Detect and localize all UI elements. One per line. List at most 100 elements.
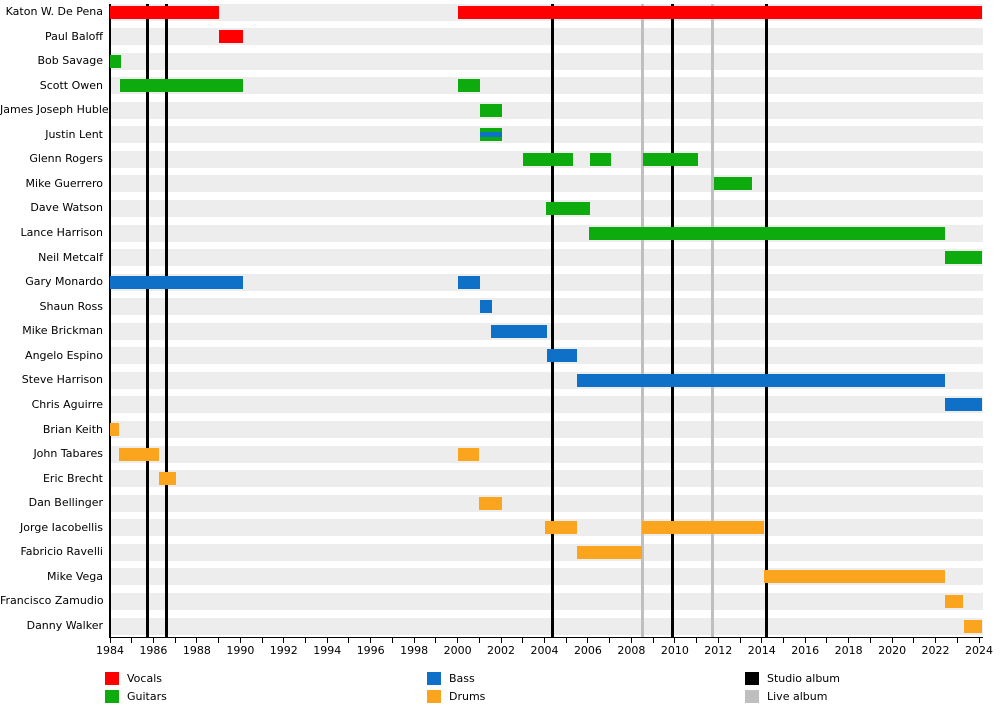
x-axis-tick	[218, 638, 220, 643]
x-axis-tick	[913, 638, 915, 643]
x-axis-tick	[826, 638, 828, 643]
member-label: Scott Owen	[39, 78, 103, 92]
member-label: Paul Baloff	[44, 29, 103, 43]
member-bar-bass	[110, 275, 243, 289]
x-axis-tick	[370, 638, 372, 643]
member-label: Shaun Ross	[39, 299, 103, 313]
member-label: Bob Savage	[37, 54, 103, 68]
member-label: Katon W. De Pena	[5, 5, 103, 18]
x-axis-tick	[609, 638, 611, 643]
legend-swatch-guitars	[105, 690, 119, 703]
x-axis-line	[109, 636, 983, 638]
x-axis-tick	[848, 638, 850, 643]
member-bar-drums	[118, 447, 159, 461]
x-axis-tick-label: 1988	[182, 644, 211, 657]
member-bar-guitars	[119, 79, 243, 93]
member-row-band	[110, 175, 983, 193]
legend-swatch-studio_album	[745, 672, 759, 685]
member-label: Neil Metcalf	[38, 250, 103, 264]
member-bar-bass	[491, 324, 547, 338]
x-axis-tick	[652, 638, 654, 643]
member-bar-guitars	[480, 103, 503, 117]
x-axis-tick	[869, 638, 871, 643]
member-bar-drums	[110, 423, 119, 437]
studio-album-line	[551, 3, 555, 637]
legend-label-live_album: Live album	[767, 690, 828, 703]
x-axis-tick	[109, 638, 111, 643]
x-axis-tick	[348, 638, 350, 643]
member-row-band	[110, 347, 983, 365]
x-axis-tick-label: 2014	[747, 644, 776, 657]
member-row-band	[110, 249, 983, 267]
x-axis-tick	[782, 638, 784, 643]
x-axis-tick	[565, 638, 567, 643]
studio-album-line	[765, 3, 769, 637]
x-axis-tick	[152, 638, 154, 643]
member-bar-guitars	[643, 152, 698, 166]
x-axis-tick	[935, 638, 937, 643]
x-axis-tick	[478, 638, 480, 643]
member-bar-drums	[763, 570, 946, 584]
x-axis-tick-label: 2020	[878, 644, 907, 657]
member-bar-drums	[457, 447, 480, 461]
member-label: Lance Harrison	[20, 226, 103, 240]
x-axis-tick	[283, 638, 285, 643]
x-axis-tick	[413, 638, 415, 643]
x-axis-tick	[239, 638, 241, 643]
x-axis-tick	[978, 638, 980, 643]
member-label: John Tabares	[33, 447, 103, 461]
member-bar-vocals	[110, 5, 219, 19]
x-axis-tick-label: 2016	[791, 644, 820, 657]
legend-label-drums: Drums	[449, 690, 486, 703]
x-axis-tick	[174, 638, 176, 643]
x-axis-tick	[587, 638, 589, 643]
member-row-band	[110, 494, 983, 512]
member-row-band	[110, 470, 983, 488]
member-bar-drums	[479, 496, 503, 510]
member-bar-bass	[546, 349, 578, 363]
member-bar-bass	[457, 275, 481, 289]
secondary-role-stripe-bass	[480, 132, 503, 138]
x-axis-tick	[761, 638, 763, 643]
x-axis-tick	[674, 638, 676, 643]
x-axis-tick-label: 2006	[573, 644, 602, 657]
member-label: Brian Keith	[42, 422, 103, 436]
x-axis-tick-label: 2000	[443, 644, 472, 657]
member-bar-vocals	[457, 5, 982, 19]
x-axis-tick-label: 1984	[96, 644, 124, 657]
x-axis-tick-label: 1994	[313, 644, 342, 657]
member-row-band	[110, 77, 983, 95]
member-label: Steve Harrison	[21, 373, 103, 387]
x-axis-tick	[196, 638, 198, 643]
member-bar-drums	[158, 472, 177, 486]
member-label: Glenn Rogers	[29, 152, 103, 166]
x-axis-tick	[739, 638, 741, 643]
member-bar-drums	[945, 594, 963, 608]
x-axis-tick-label: 1996	[356, 644, 385, 657]
member-label: Justin Lent	[45, 127, 103, 141]
member-row-band	[110, 617, 983, 635]
x-axis-tick	[131, 638, 133, 643]
x-axis-tick	[326, 638, 328, 643]
x-axis-tick-label: 1986	[139, 644, 168, 657]
member-row-band	[110, 421, 983, 439]
member-label: Danny Walker	[26, 619, 103, 632]
studio-album-line	[671, 3, 675, 637]
member-bar-guitars	[713, 177, 752, 191]
x-axis-tick	[457, 638, 459, 643]
x-axis-tick	[696, 638, 698, 643]
x-axis-tick	[435, 638, 437, 643]
legend-swatch-live_album	[745, 690, 759, 703]
x-axis-tick	[544, 638, 545, 643]
member-bar-vocals	[218, 30, 243, 44]
studio-album-line	[145, 3, 149, 637]
legend-label-guitars: Guitars	[127, 690, 167, 703]
x-axis-tick	[891, 638, 893, 643]
member-row-band	[110, 101, 983, 119]
x-axis-tick-label: 2010	[660, 644, 689, 657]
member-label: Dave Watson	[30, 201, 103, 215]
member-row-band	[110, 592, 983, 610]
x-axis-tick	[261, 638, 263, 643]
member-row-band	[110, 126, 983, 144]
member-label: Fabricio Ravelli	[20, 545, 103, 559]
